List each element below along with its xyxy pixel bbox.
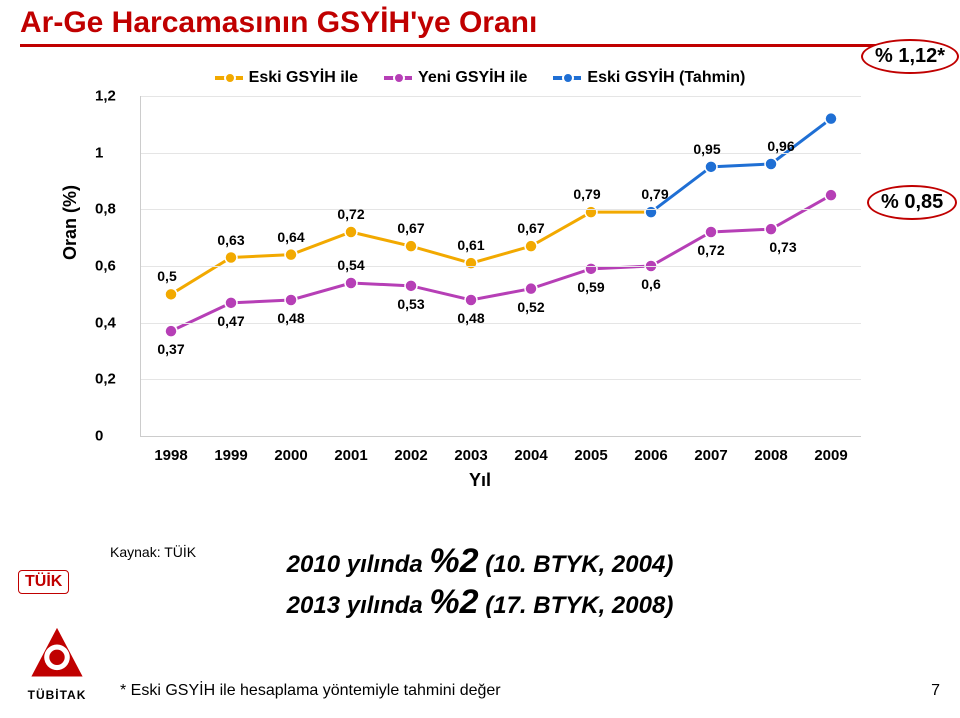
x-tick-label: 2002 — [394, 447, 427, 464]
callout-label: % 0,85 — [867, 185, 957, 220]
data-point-label: 0,37 — [157, 341, 184, 357]
tubitak-logo: TÜBİTAK — [12, 602, 102, 702]
y-tick-label: 0,8 — [95, 201, 116, 218]
y-tick-label: 1,2 — [95, 88, 116, 105]
chart-legend: Eski GSYİH ile Yeni GSYİH ile Eski GSYİH (… — [80, 60, 880, 96]
x-tick-label: 2008 — [754, 447, 787, 464]
data-point-label: 0,73 — [769, 239, 796, 255]
title-underline — [20, 44, 940, 47]
x-tick-label: 2000 — [274, 447, 307, 464]
chart-area: Eski GSYİH ile Yeni GSYİH ile Eski GSYİH (… — [80, 60, 880, 500]
data-point-label: 0,79 — [641, 186, 668, 202]
data-point-label: 0,48 — [457, 310, 484, 326]
below-chart-text: Kaynak: TÜİK 2010 yılında %2 (10. BTYK, … — [0, 540, 960, 624]
x-tick-label: 2007 — [694, 447, 727, 464]
x-tick-label: 1998 — [154, 447, 187, 464]
data-point-label: 0,63 — [217, 232, 244, 248]
data-point-label: 0,48 — [277, 310, 304, 326]
data-point-label: 0,79 — [573, 186, 600, 202]
data-point-label: 0,72 — [697, 242, 724, 258]
goal-line: 2013 yılında %2 (17. BTYK, 2008) — [0, 583, 960, 622]
y-tick-label: 0 — [95, 428, 103, 445]
data-point-label: 0,72 — [337, 206, 364, 222]
y-tick-label: 0,4 — [95, 314, 116, 331]
footnote: * Eski GSYİH ile hesaplama yöntemiyle ta… — [120, 682, 501, 700]
data-point-label: 0,6 — [641, 276, 660, 292]
y-tick-label: 0,6 — [95, 258, 116, 275]
data-point-label: 0,53 — [397, 296, 424, 312]
data-point-label: 0,95 — [693, 141, 720, 157]
data-point-label: 0,5 — [157, 268, 176, 284]
data-point-label: 0,64 — [277, 229, 304, 245]
page-number: 7 — [931, 682, 940, 700]
y-axis-label: Oran (%) — [60, 185, 81, 260]
x-tick-label: 1999 — [214, 447, 247, 464]
source-label: Kaynak: TÜİK — [110, 544, 196, 560]
data-point-label: 0,61 — [457, 237, 484, 253]
data-point-label: 0,54 — [337, 257, 364, 273]
data-point-label: 0,67 — [397, 220, 424, 236]
title-bar: Ar-Ge Harcamasının GSYİH'ye Oranı — [0, 0, 960, 49]
legend-label: Eski GSYİH ile — [249, 69, 358, 87]
y-tick-label: 1 — [95, 144, 103, 161]
x-tick-label: 2005 — [574, 447, 607, 464]
chart-plot: 00,20,40,60,811,219981999200020012002200… — [140, 96, 861, 437]
data-point-label: 0,67 — [517, 220, 544, 236]
data-point-label: 0,96 — [767, 138, 794, 154]
x-tick-label: 2006 — [634, 447, 667, 464]
legend-item: Eski GSYİH ile — [215, 69, 358, 87]
tubitak-label: TÜBİTAK — [28, 688, 87, 702]
legend-label: Yeni GSYİH ile — [418, 69, 527, 87]
x-tick-label: 2003 — [454, 447, 487, 464]
legend-item: Eski GSYİH (Tahmin) — [553, 69, 745, 87]
legend-item: Yeni GSYİH ile — [384, 69, 527, 87]
x-tick-label: 2009 — [814, 447, 847, 464]
y-tick-label: 0,2 — [95, 371, 116, 388]
x-tick-label: 2004 — [514, 447, 547, 464]
callout-label: % 1,12* — [861, 39, 959, 74]
x-tick-label: 2001 — [334, 447, 367, 464]
data-point-label: 0,47 — [217, 313, 244, 329]
data-point-label: 0,52 — [517, 299, 544, 315]
data-point-label: 0,59 — [577, 279, 604, 295]
legend-label: Eski GSYİH (Tahmin) — [587, 69, 745, 87]
slide-title: Ar-Ge Harcamasının GSYİH'ye Oranı — [20, 6, 940, 40]
